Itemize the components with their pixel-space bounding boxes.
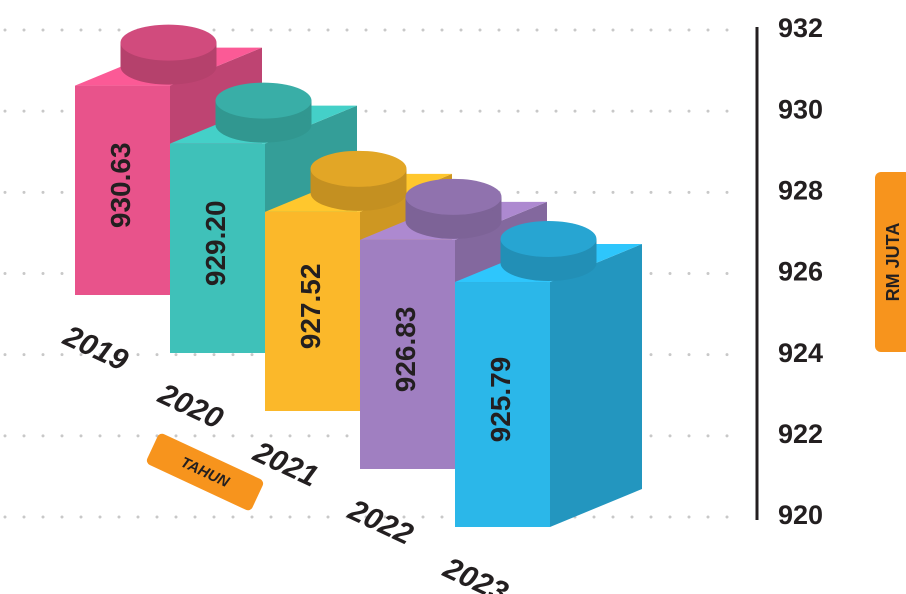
value-label: 929.20 (200, 200, 231, 286)
y-tick-label: 920 (778, 500, 823, 530)
x-tick-label: 2023 (438, 551, 514, 594)
y-tick-label: 922 (778, 419, 823, 449)
x-tick-label: 2020 (153, 377, 229, 436)
y-label: RM JUTA (883, 223, 903, 302)
x-tick-label: 2019 (58, 319, 134, 378)
y-label-group: RM JUTA (875, 172, 906, 352)
x-tick-label: 2022 (343, 493, 419, 552)
y-tick-label: 930 (778, 94, 823, 124)
stud-top (406, 179, 502, 215)
chart: 920 922 924 926 928 930 932 RM JUTA TAHUN 930.63 2… (0, 0, 906, 594)
stud-top (501, 221, 597, 257)
stud-top (311, 151, 407, 187)
y-tick-label: 928 (778, 175, 823, 205)
value-label: 930.63 (105, 142, 136, 228)
value-label: 925.79 (485, 357, 516, 443)
y-tick-label: 924 (778, 338, 823, 368)
stud-top (121, 25, 217, 61)
x-label-group: TAHUN (145, 432, 265, 512)
value-label: 927.52 (295, 264, 326, 350)
bar-side (550, 244, 642, 527)
value-label: 926.83 (390, 307, 421, 393)
stud-top (216, 83, 312, 119)
y-tick-label: 932 (778, 13, 823, 43)
y-tick-label: 926 (778, 257, 823, 287)
